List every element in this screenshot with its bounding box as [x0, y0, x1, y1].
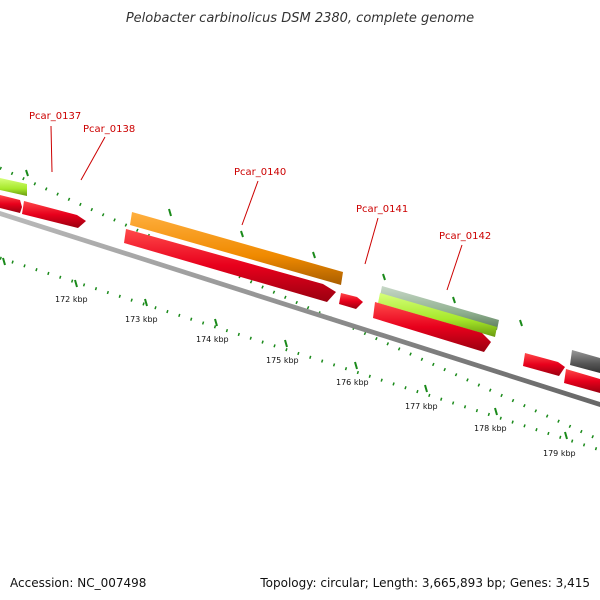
- gene-red-3[interactable]: [339, 293, 363, 309]
- topology-text: Topology: circular; Length: 3,665,893 bp…: [259, 576, 590, 590]
- inner-tick-track: [0, 256, 600, 452]
- scale-label-177: 177 kbp: [405, 402, 438, 411]
- gene-label-pcar-0138[interactable]: Pcar_0138: [83, 124, 135, 135]
- gene-labels: Pcar_0137 Pcar_0138 Pcar_0140 Pcar_0141 …: [29, 111, 491, 242]
- scale-label-178: 178 kbp: [474, 424, 507, 433]
- scale-label-176: 176 kbp: [336, 378, 369, 387]
- gene-label-pcar-0140[interactable]: Pcar_0140: [234, 167, 286, 178]
- scale-label-172: 172 kbp: [55, 295, 88, 304]
- genome-backbone: [0, 211, 600, 407]
- gene-lime[interactable]: [378, 293, 497, 337]
- gene-label-pcar-0137[interactable]: Pcar_0137: [29, 111, 81, 122]
- scale-label-173: 173 kbp: [125, 315, 158, 324]
- gene-label-leaders: [50, 125, 463, 291]
- accession-text: Accession: NC_007498: [10, 576, 146, 590]
- gene-red-4[interactable]: [373, 302, 491, 352]
- gene-label-pcar-0142[interactable]: Pcar_0142: [439, 231, 491, 242]
- scale-label-174: 174 kbp: [196, 335, 229, 344]
- gene-lime-left[interactable]: [0, 178, 27, 196]
- scale-labels: 172 kbp 173 kbp 174 kbp 175 kbp 176 kbp …: [55, 295, 576, 458]
- gene-dark[interactable]: [570, 350, 600, 373]
- gene-orange[interactable]: [130, 212, 343, 285]
- gene-label-pcar-0141[interactable]: Pcar_0141: [356, 204, 408, 215]
- map-title: Pelobacter carbinolicus DSM 2380, comple…: [126, 11, 474, 26]
- gene-red-1[interactable]: [22, 201, 86, 228]
- gene-red-0[interactable]: [0, 195, 22, 213]
- gene-features[interactable]: [0, 178, 600, 393]
- gene-red-6[interactable]: [564, 369, 600, 393]
- scale-label-175: 175 kbp: [266, 356, 299, 365]
- gene-red-2[interactable]: [124, 229, 336, 302]
- gene-red-5[interactable]: [523, 353, 565, 376]
- outer-tick-track: [0, 166, 600, 442]
- scale-label-179: 179 kbp: [543, 449, 576, 458]
